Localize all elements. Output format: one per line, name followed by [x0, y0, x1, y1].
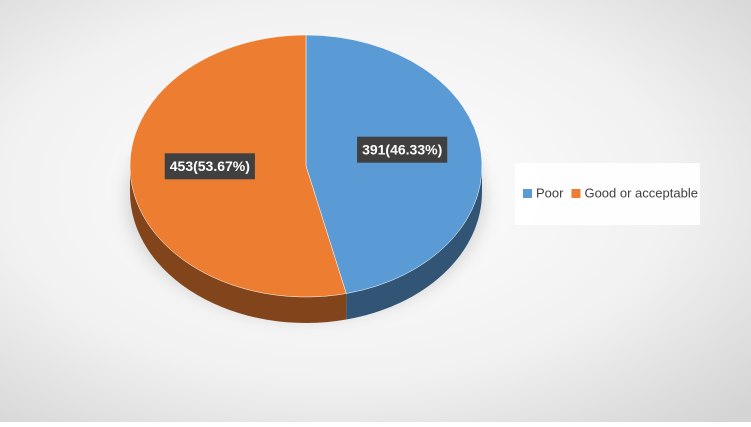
- slice: [305, 34, 483, 294]
- legend-label: Poor: [536, 185, 564, 200]
- data-label-box: [357, 136, 448, 163]
- legend: Poor Good or acceptable: [523, 185, 698, 200]
- legend-swatch: [571, 189, 581, 198]
- data-label-box: [164, 153, 255, 180]
- legend-swatch: [523, 189, 532, 198]
- legend-box: [515, 163, 700, 225]
- data-labels: 391(46.33%) 453(53.67%): [164, 136, 448, 180]
- data-label: 453(53.67%): [170, 158, 250, 174]
- slice-side: [346, 166, 483, 320]
- legend-label: Good or acceptable: [584, 185, 697, 200]
- data-label: 391(46.33%): [362, 141, 442, 157]
- slice-side: [130, 166, 347, 323]
